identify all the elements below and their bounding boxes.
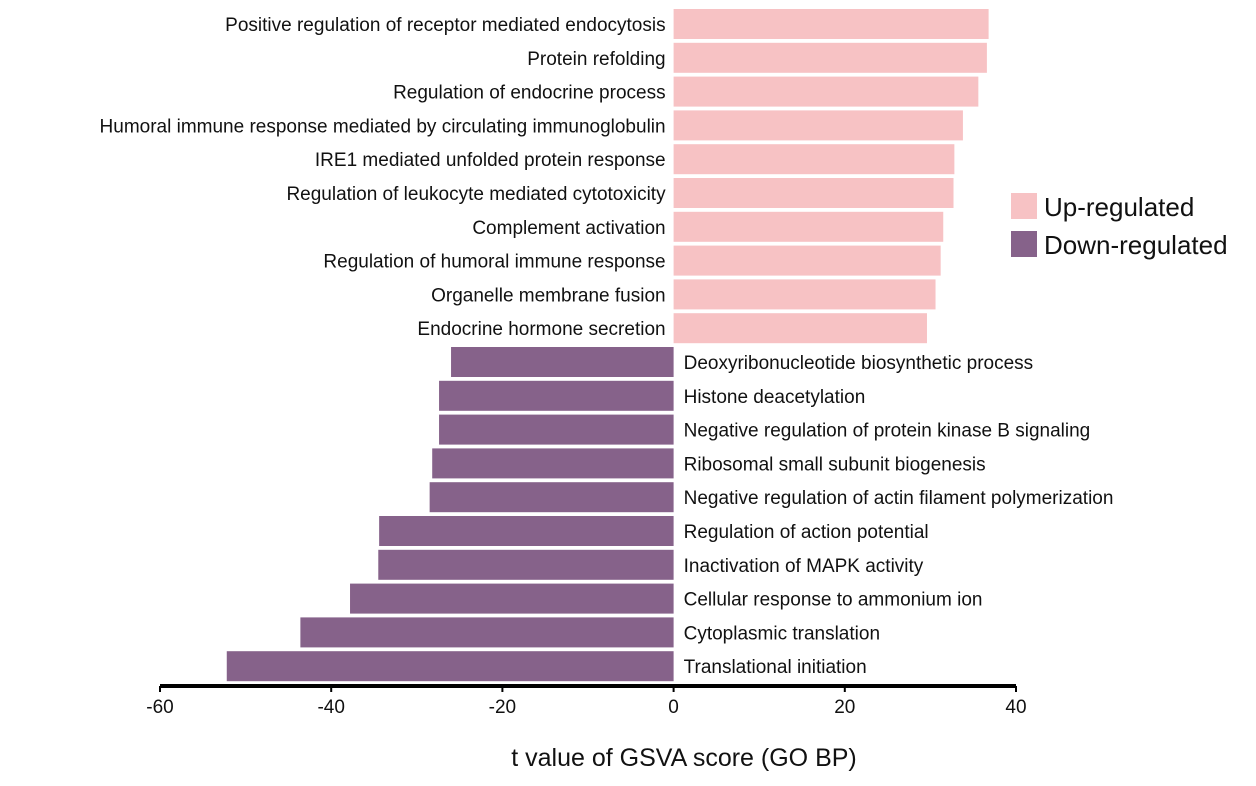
bar-down-6 — [378, 549, 674, 580]
category-label: Regulation of endocrine process — [393, 83, 666, 104]
category-label: Histone deacetylation — [684, 387, 866, 408]
category-label: Translational initiation — [684, 657, 867, 678]
bar-up-1 — [673, 42, 987, 73]
category-label: Organelle membrane fusion — [431, 285, 665, 306]
bar-up-2 — [673, 76, 979, 107]
x-tick-label: -20 — [489, 697, 516, 718]
bar-down-1 — [439, 380, 674, 411]
bar-up-3 — [673, 110, 963, 141]
category-label: Regulation of humoral immune response — [323, 252, 665, 273]
category-label: Protein refolding — [527, 49, 665, 70]
category-label: Humoral immune response mediated by circ… — [100, 116, 666, 137]
legend-swatch-up — [1011, 193, 1037, 219]
x-tick-label: 40 — [1005, 697, 1026, 718]
category-label: Cytoplasmic translation — [684, 623, 880, 644]
legend-label-down: Down-regulated — [1044, 230, 1228, 260]
legend-swatch-down — [1011, 231, 1037, 257]
category-label: Positive regulation of receptor mediated… — [225, 15, 665, 36]
x-axis-label: t value of GSVA score (GO BP) — [511, 744, 857, 772]
category-label: Negative regulation of actin filament po… — [684, 488, 1114, 509]
category-label: IRE1 mediated unfolded protein response — [315, 150, 666, 171]
x-axis-ticks: -60 -40 -20 0 20 40 — [146, 686, 1027, 718]
category-label: Inactivation of MAPK activity — [684, 556, 924, 577]
bar-down-2 — [439, 414, 674, 445]
bar-down-8 — [300, 617, 674, 648]
category-labels-layer: Positive regulation of receptor mediated… — [100, 15, 1114, 678]
category-label: Ribosomal small subunit biogenesis — [684, 454, 986, 475]
bar-up-7 — [673, 245, 941, 276]
x-tick-label: -60 — [146, 697, 173, 718]
bar-down-7 — [350, 583, 674, 614]
category-label: Deoxyribonucleotide biosynthetic process — [684, 353, 1034, 374]
bar-up-8 — [673, 279, 936, 310]
bar-down-9 — [226, 651, 674, 682]
bar-up-0 — [673, 9, 989, 39]
bar-up-9 — [673, 313, 927, 344]
bar-down-3 — [432, 448, 674, 479]
bar-up-4 — [673, 144, 955, 175]
bar-down-5 — [379, 516, 674, 546]
category-label: Complement activation — [472, 218, 665, 239]
bar-down-0 — [451, 347, 674, 377]
bar-up-5 — [673, 178, 954, 208]
x-tick-label: 0 — [668, 697, 679, 718]
category-label: Negative regulation of protein kinase B … — [684, 421, 1091, 442]
bars-layer — [226, 9, 989, 682]
x-tick-label: -40 — [317, 697, 344, 718]
x-tick-label: 20 — [834, 697, 855, 718]
category-label: Regulation of action potential — [684, 522, 929, 543]
category-label: Cellular response to ammonium ion — [684, 590, 983, 611]
bar-down-4 — [429, 482, 674, 513]
legend: Up-regulated Down-regulated — [1011, 192, 1228, 260]
legend-label-up: Up-regulated — [1044, 192, 1194, 222]
category-label: Regulation of leukocyte mediated cytotox… — [286, 184, 666, 205]
x-axis: -60 -40 -20 0 20 40 — [146, 684, 1027, 718]
bar-up-6 — [673, 211, 944, 242]
category-label: Endocrine hormone secretion — [417, 319, 665, 340]
